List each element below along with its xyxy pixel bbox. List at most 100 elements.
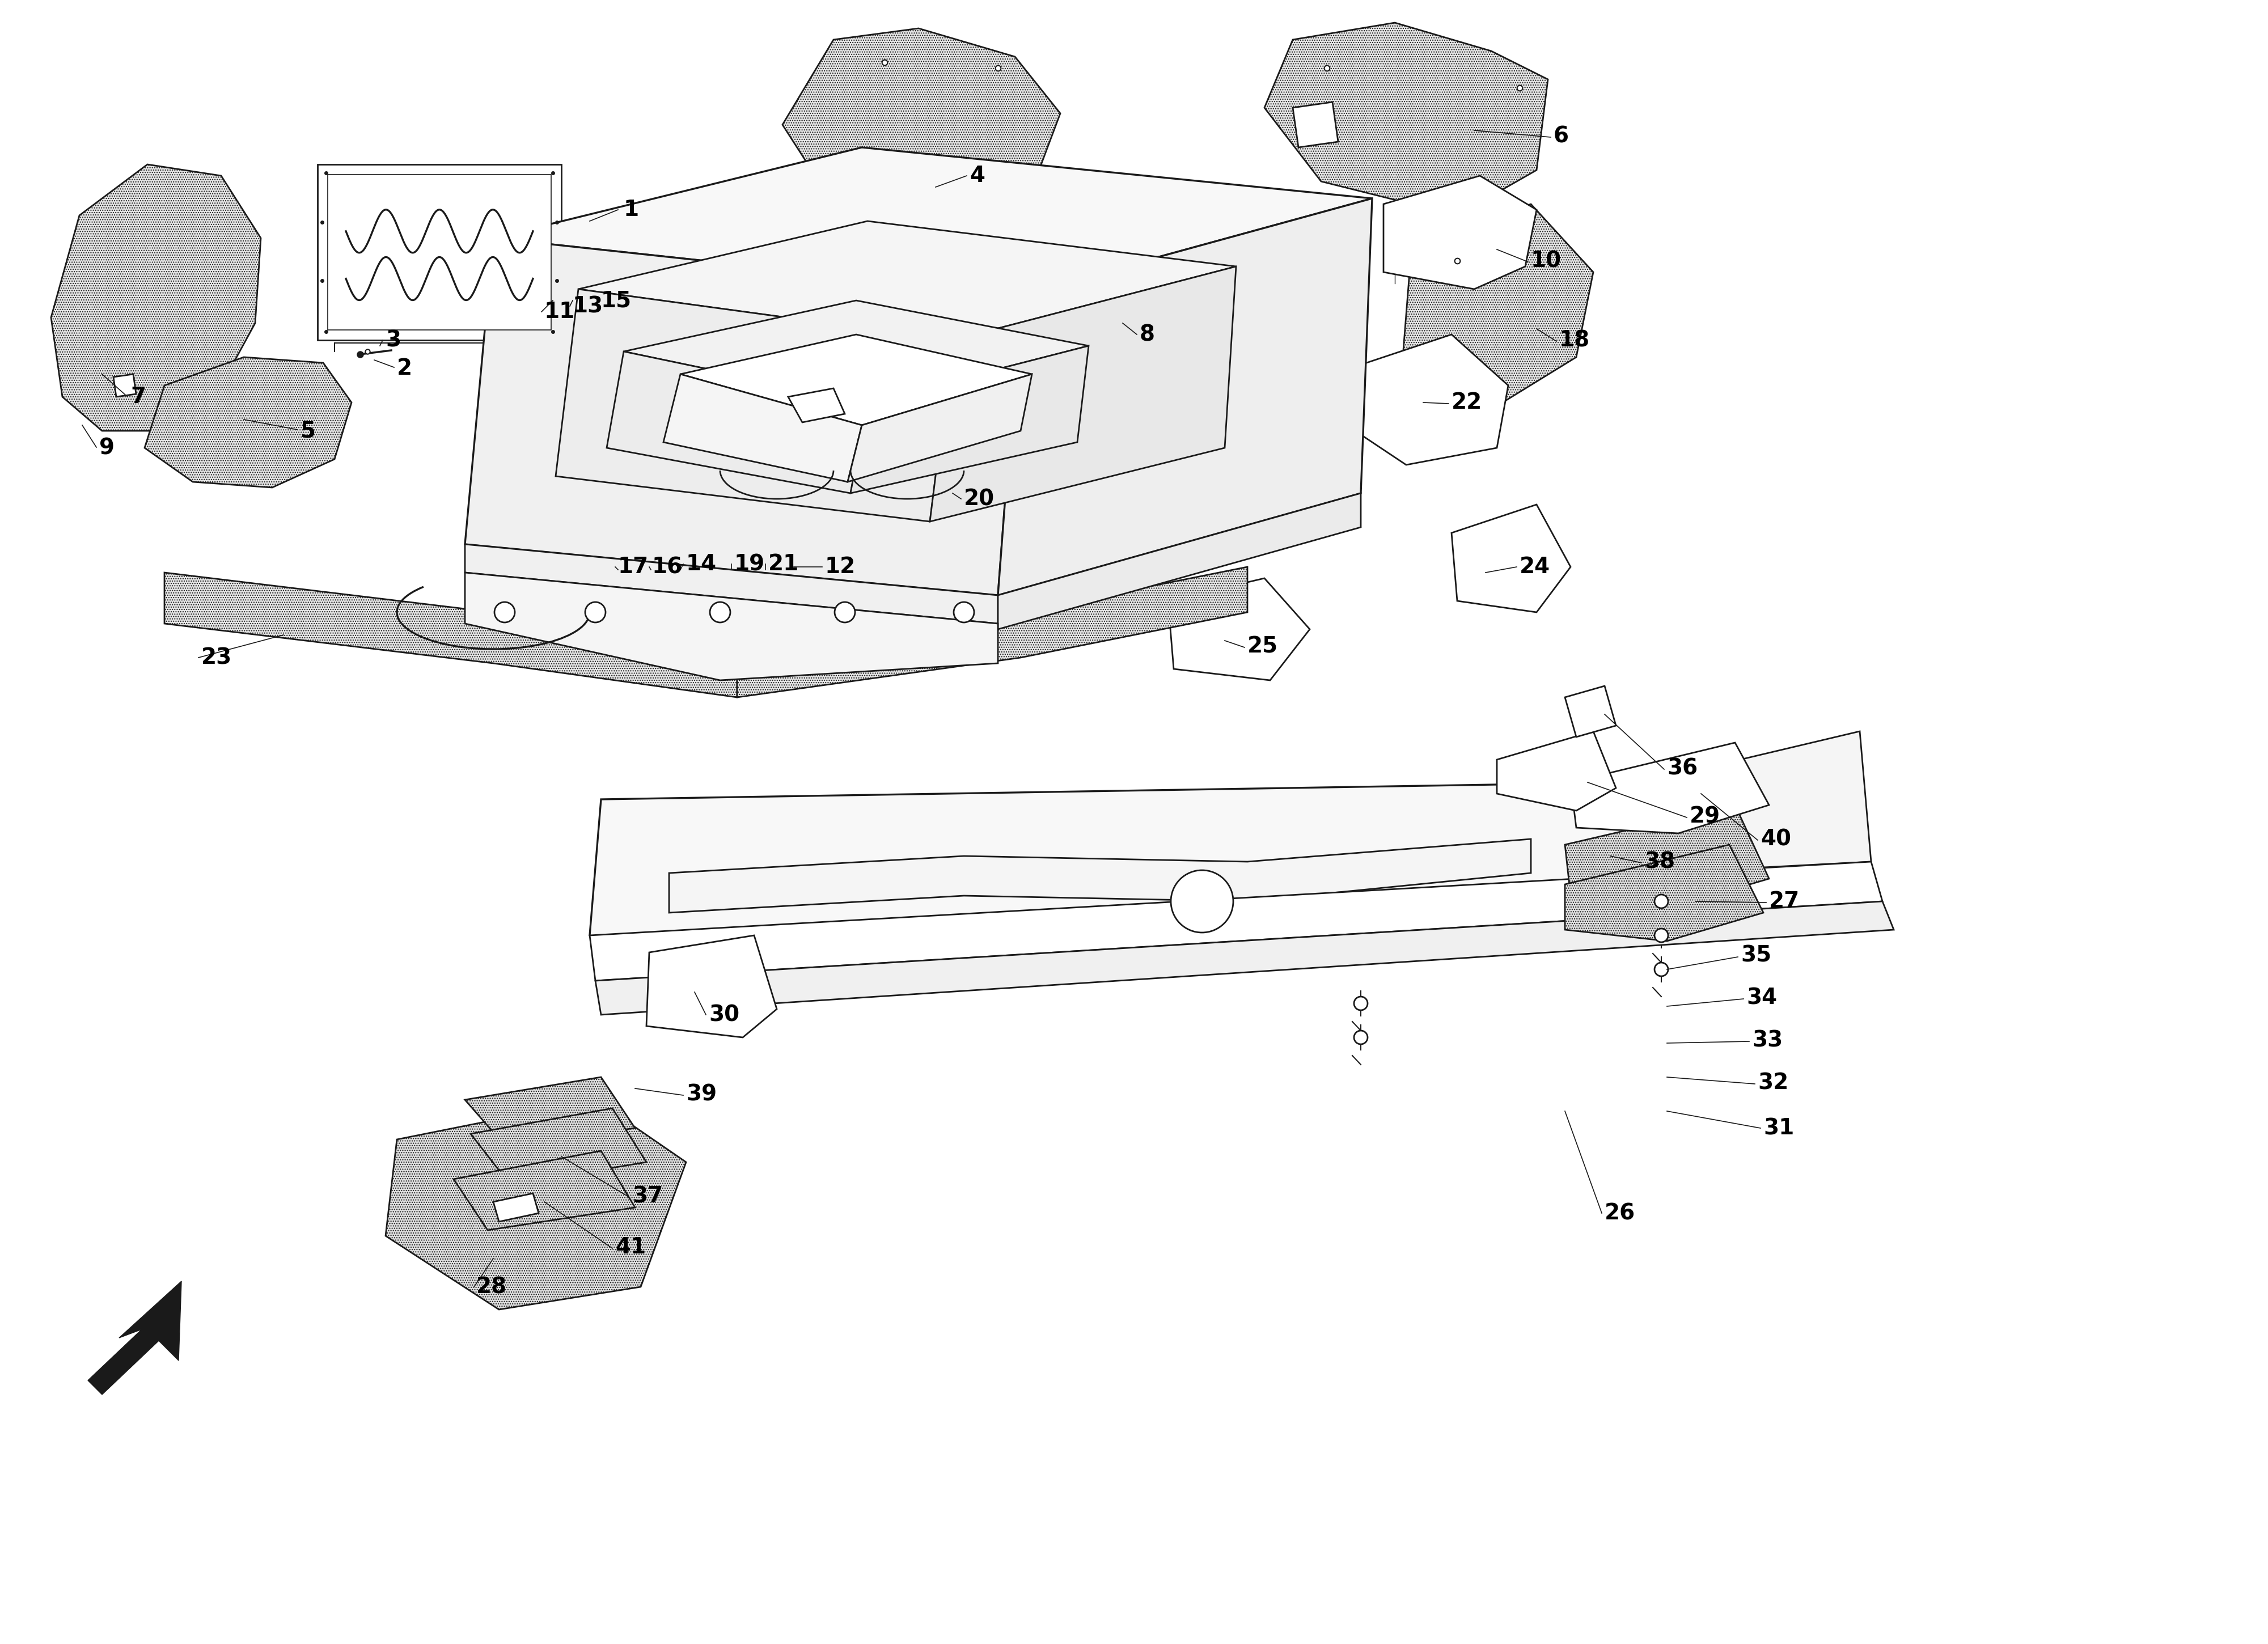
Text: 30: 30 [708, 1004, 739, 1026]
Polygon shape [327, 174, 551, 330]
Polygon shape [50, 164, 261, 431]
Polygon shape [848, 375, 1032, 482]
Text: 19: 19 [735, 554, 764, 575]
Circle shape [710, 602, 730, 623]
Polygon shape [789, 388, 844, 423]
Text: 25: 25 [1247, 636, 1279, 658]
Polygon shape [594, 901, 1894, 1014]
Polygon shape [465, 238, 1021, 595]
Polygon shape [1565, 845, 1765, 940]
Text: 22: 22 [1452, 391, 1483, 413]
Text: 35: 35 [1742, 944, 1771, 967]
Polygon shape [873, 210, 953, 255]
Polygon shape [737, 567, 1247, 697]
Circle shape [585, 602, 606, 623]
Polygon shape [386, 1100, 685, 1310]
Polygon shape [1569, 743, 1769, 834]
Text: 16: 16 [653, 556, 683, 577]
Text: 1: 1 [624, 199, 640, 220]
Polygon shape [454, 1151, 635, 1230]
Text: 5: 5 [299, 421, 315, 442]
Text: 41: 41 [615, 1236, 646, 1258]
Text: 28: 28 [476, 1276, 508, 1297]
Polygon shape [465, 544, 998, 623]
Text: 21: 21 [769, 554, 798, 575]
Text: 17: 17 [617, 556, 649, 577]
Polygon shape [1497, 732, 1615, 810]
Polygon shape [113, 375, 136, 396]
Text: 18: 18 [1560, 329, 1590, 350]
Polygon shape [88, 1281, 181, 1394]
Polygon shape [494, 1194, 540, 1221]
Polygon shape [669, 838, 1531, 912]
Text: 23: 23 [202, 646, 231, 669]
Polygon shape [680, 334, 1032, 426]
Polygon shape [1168, 579, 1311, 681]
Text: 2: 2 [397, 358, 413, 380]
Text: 20: 20 [964, 488, 996, 510]
Polygon shape [624, 301, 1089, 403]
Polygon shape [465, 1077, 635, 1146]
Polygon shape [556, 289, 953, 521]
Polygon shape [465, 572, 998, 681]
Polygon shape [1565, 686, 1615, 737]
Polygon shape [590, 861, 1882, 981]
Polygon shape [472, 1108, 646, 1185]
Polygon shape [1644, 732, 1871, 873]
Polygon shape [163, 572, 737, 697]
Text: 38: 38 [1644, 852, 1676, 873]
Polygon shape [318, 164, 562, 340]
Polygon shape [998, 199, 1372, 595]
Circle shape [835, 602, 855, 623]
Text: 15: 15 [601, 289, 633, 311]
Circle shape [953, 602, 975, 623]
Circle shape [1656, 963, 1669, 977]
Text: 33: 33 [1751, 1029, 1783, 1051]
Text: 9: 9 [100, 437, 113, 459]
Polygon shape [662, 375, 862, 482]
Polygon shape [1402, 204, 1592, 403]
Polygon shape [578, 220, 1236, 340]
Text: 10: 10 [1531, 250, 1563, 271]
Text: 11: 11 [544, 301, 576, 322]
Text: 7: 7 [132, 386, 145, 408]
Polygon shape [782, 28, 1061, 238]
Text: 13: 13 [572, 296, 603, 317]
Polygon shape [1383, 176, 1538, 289]
Polygon shape [145, 357, 352, 488]
Text: 32: 32 [1758, 1072, 1789, 1093]
Text: 26: 26 [1606, 1202, 1635, 1223]
Polygon shape [1452, 505, 1569, 612]
Text: 24: 24 [1520, 556, 1551, 577]
Text: 31: 31 [1765, 1118, 1794, 1139]
Circle shape [1170, 870, 1234, 932]
Circle shape [1354, 996, 1368, 1009]
Polygon shape [850, 345, 1089, 493]
Text: 3: 3 [386, 329, 401, 350]
Text: 36: 36 [1667, 758, 1699, 779]
Text: 6: 6 [1554, 125, 1569, 146]
Polygon shape [608, 352, 866, 493]
Text: 37: 37 [633, 1185, 662, 1207]
Text: 29: 29 [1690, 806, 1721, 827]
Polygon shape [1338, 334, 1508, 465]
Polygon shape [590, 783, 1656, 975]
Polygon shape [1565, 806, 1769, 907]
Text: 4: 4 [971, 164, 984, 186]
Circle shape [1354, 1031, 1368, 1044]
Polygon shape [1266, 23, 1547, 215]
Polygon shape [930, 266, 1236, 521]
Text: 14: 14 [685, 554, 717, 575]
Polygon shape [1293, 102, 1338, 148]
Polygon shape [646, 935, 776, 1037]
Circle shape [1656, 929, 1669, 942]
Circle shape [494, 602, 515, 623]
Text: 8: 8 [1141, 324, 1154, 345]
Text: 40: 40 [1760, 829, 1792, 850]
Text: 39: 39 [685, 1083, 717, 1105]
Polygon shape [494, 148, 1372, 294]
Text: 27: 27 [1769, 891, 1801, 912]
Polygon shape [998, 493, 1361, 630]
Text: 12: 12 [826, 556, 855, 577]
Text: 34: 34 [1746, 986, 1778, 1008]
